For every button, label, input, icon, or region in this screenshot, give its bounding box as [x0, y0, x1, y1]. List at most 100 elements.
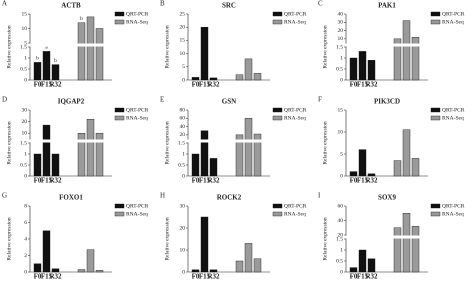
x-tick-label: F0: [350, 81, 358, 89]
panel-letter: G: [2, 192, 7, 200]
bar: [235, 74, 244, 81]
legend-label: RNA-Seq: [442, 19, 464, 25]
legend-label: QRT-PCR: [284, 11, 307, 17]
legend-label: RNA-Seq: [126, 115, 148, 121]
bar: [235, 134, 244, 177]
bar: [209, 269, 218, 273]
axis-break: [185, 139, 270, 143]
bar: [244, 118, 253, 177]
panel-letter: A: [2, 0, 7, 8]
y-tick-label: 20: [22, 119, 28, 125]
legend-swatch: [272, 11, 283, 17]
bar: [349, 267, 358, 273]
y-axis-label: Relative expression: [322, 217, 328, 260]
x-tick-label: F15: [199, 273, 211, 281]
x-tick-label: R32: [49, 273, 62, 281]
panel-letter: D: [2, 96, 7, 104]
significance-letter: b: [54, 58, 57, 64]
x-tick-label: F0: [350, 273, 358, 281]
y-tick-label: 10: [180, 247, 186, 253]
y-tick-label: 1: [24, 151, 27, 157]
bar: [235, 260, 244, 273]
y-tick-label: 5: [340, 151, 343, 157]
y-tick-label: 20: [180, 132, 186, 138]
y-axis-label: Relative expression: [322, 25, 328, 68]
y-tick-label: 5: [182, 64, 185, 70]
legend-label: QRT-PCR: [126, 11, 149, 17]
y-tick-label: 4: [24, 236, 27, 242]
bar: [244, 243, 253, 273]
y-tick-label: 1.5: [178, 140, 185, 146]
bar: [367, 60, 376, 81]
bar: [86, 249, 95, 273]
bar: [86, 119, 95, 177]
y-tick-label: 60: [180, 116, 186, 122]
legend-label: RNA-Seq: [284, 211, 306, 217]
bar: [86, 16, 95, 81]
x-tick-label: R32: [207, 177, 220, 185]
legend-label: RNA-Seq: [284, 115, 306, 121]
y-tick-label: 30: [22, 107, 28, 113]
y-tick-label: 0.5: [336, 66, 343, 72]
legend-swatch: [114, 115, 125, 121]
significance-letter: b: [80, 16, 83, 22]
panel-letter: F: [318, 96, 322, 104]
legend-label: QRT-PCR: [442, 107, 465, 113]
x-tick-label: F15: [199, 81, 211, 89]
y-tick-label: 2: [24, 253, 27, 259]
legend-swatch: [114, 107, 125, 113]
panel-letter: I: [318, 192, 321, 200]
panel-letter: E: [160, 96, 164, 104]
bar: [200, 27, 209, 81]
legend-swatch: [430, 203, 441, 209]
panel-letter: C: [318, 0, 323, 8]
y-tick-label: 10: [338, 129, 344, 135]
legend-swatch: [272, 107, 283, 113]
legend-swatch: [430, 211, 441, 217]
bar: [402, 129, 411, 177]
x-tick-label: F0: [350, 177, 358, 185]
y-tick-label: 0.5: [178, 162, 185, 168]
bar: [51, 64, 60, 81]
y-tick-label: 10: [180, 51, 186, 57]
y-tick-label: 0: [182, 173, 185, 179]
bar: [393, 227, 402, 273]
y-tick-label: 0: [340, 173, 343, 179]
y-axis-label: Relative expression: [6, 217, 12, 260]
y-axis-label: Relative expression: [6, 25, 12, 68]
y-tick-label: 40: [180, 124, 186, 130]
y-tick-label: 1.5: [336, 236, 343, 242]
bar: [33, 153, 42, 177]
x-tick-label: F15: [357, 273, 369, 281]
y-tick-label: 6: [24, 220, 27, 226]
y-tick-label: 0.5: [336, 258, 343, 264]
y-tick-label: 20: [338, 28, 344, 34]
y-tick-label: 1.5: [20, 140, 27, 146]
panel-title: FOXO1: [59, 194, 83, 202]
bar: [200, 130, 209, 177]
legend-label: QRT-PCR: [284, 107, 307, 113]
bar: [411, 158, 420, 177]
legend-swatch: [272, 19, 283, 25]
legend-label: QRT-PCR: [442, 11, 465, 17]
bar: [42, 230, 51, 273]
y-tick-label: 0: [182, 269, 185, 275]
bar: [200, 216, 209, 273]
panel-title: ACTB: [61, 2, 81, 10]
axis-break: [343, 43, 428, 47]
bar: [51, 153, 60, 177]
y-tick-label: 60: [338, 203, 344, 209]
bar: [253, 258, 262, 273]
x-tick-label: F0: [34, 81, 42, 89]
panel-title: SRC: [222, 2, 236, 10]
legend-swatch: [114, 211, 125, 217]
bar: [77, 132, 86, 177]
x-tick-label: R32: [49, 81, 62, 89]
y-tick-label: 25: [180, 11, 186, 17]
legend-label: RNA-Seq: [126, 19, 148, 25]
x-tick-label: F0: [192, 273, 200, 281]
panel-title: PIK3CD: [374, 98, 400, 106]
bar: [253, 133, 262, 177]
bar: [358, 249, 367, 273]
